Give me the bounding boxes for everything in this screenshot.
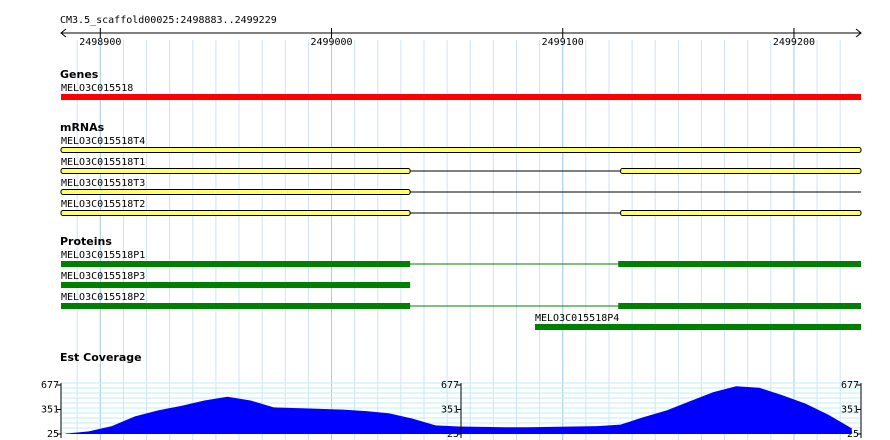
y-tick-label: 351 bbox=[841, 405, 859, 416]
x-tick-label: 2499200 bbox=[773, 37, 815, 48]
feature-label: MELO3C015518P1 bbox=[61, 250, 145, 261]
feature-label: MELO3C015518P3 bbox=[61, 271, 145, 282]
track-title: Est Coverage bbox=[60, 351, 142, 364]
y-tick-label: 677 bbox=[41, 380, 59, 391]
exon bbox=[620, 168, 862, 174]
y-tick-label: 677 bbox=[441, 380, 459, 391]
x-tick-label: 2499100 bbox=[542, 37, 584, 48]
feature-label: MELO3C015518T4 bbox=[61, 136, 145, 147]
cds bbox=[618, 303, 861, 309]
feature-label: MELO3C015518 bbox=[61, 83, 133, 94]
y-tick-label: 351 bbox=[41, 405, 59, 416]
feature-label: MELO3C015518T2 bbox=[61, 199, 145, 210]
cds bbox=[61, 303, 411, 309]
cds bbox=[618, 261, 861, 267]
cds bbox=[534, 324, 861, 330]
coverage-area bbox=[65, 386, 852, 434]
y-tick-label: 25 bbox=[447, 429, 459, 440]
y-tick-label: 677 bbox=[841, 380, 859, 391]
exon bbox=[60, 168, 411, 174]
track-title: mRNAs bbox=[60, 121, 105, 134]
exon bbox=[60, 189, 411, 195]
track-title: Proteins bbox=[60, 235, 112, 248]
region-title: CM3.5_scaffold00025:2498883..2499229 bbox=[60, 15, 277, 26]
y-tick-label: 25 bbox=[847, 429, 859, 440]
gene-bar bbox=[61, 94, 861, 100]
x-tick-label: 2498900 bbox=[79, 37, 121, 48]
cds bbox=[61, 261, 411, 267]
y-tick-label: 25 bbox=[47, 429, 59, 440]
exon bbox=[60, 210, 411, 216]
cds bbox=[61, 282, 411, 288]
exon bbox=[60, 147, 862, 153]
ruler-arrow-left bbox=[60, 28, 67, 38]
feature-label: MELO3C015518T1 bbox=[61, 157, 145, 168]
feature-label: MELO3C015518T3 bbox=[61, 178, 145, 189]
exon bbox=[620, 210, 862, 216]
x-tick-label: 2499000 bbox=[310, 37, 352, 48]
feature-label: MELO3C015518P2 bbox=[61, 292, 145, 303]
track-title: Genes bbox=[60, 68, 99, 81]
feature-label: MELO3C015518P4 bbox=[535, 313, 619, 324]
y-tick-label: 351 bbox=[441, 405, 459, 416]
ruler-arrow-right bbox=[855, 28, 862, 38]
